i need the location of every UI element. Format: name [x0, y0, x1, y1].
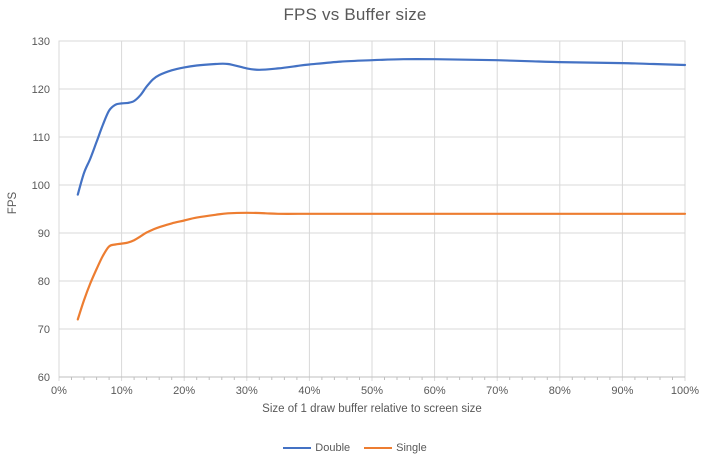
svg-text:60: 60: [38, 372, 50, 384]
svg-text:80%: 80%: [549, 385, 571, 397]
svg-text:60%: 60%: [424, 385, 446, 397]
svg-text:30%: 30%: [236, 385, 258, 397]
legend-item-double[interactable]: Double: [283, 442, 350, 454]
svg-text:20%: 20%: [173, 385, 195, 397]
svg-text:100%: 100%: [671, 385, 699, 397]
x-tick-labels: 0% 10% 20% 30% 40% 50% 60% 70% 80% 90% 100%: [51, 385, 699, 397]
legend-label-double: Double: [315, 442, 351, 454]
svg-text:110: 110: [32, 132, 50, 144]
series-line-double[interactable]: [76, 57, 687, 196]
double-series-swatch-icon: [283, 446, 312, 450]
single-series-swatch-icon: [364, 446, 393, 450]
y-axis-title: FPS: [7, 191, 19, 215]
svg-text:40%: 40%: [298, 385, 320, 397]
series-line-single[interactable]: [76, 211, 687, 321]
svg-text:70: 70: [38, 324, 50, 336]
y-tick-labels: 60 70 80 90 100 110 120 130: [32, 36, 50, 384]
svg-text:100: 100: [32, 180, 50, 192]
svg-text:70%: 70%: [486, 385, 508, 397]
chart-plot-area: 60 70 80 90 100 110 120 130 0% 10% 20% 30% 40% 50% 60%…: [32, 36, 700, 397]
svg-text:10%: 10%: [111, 385, 133, 397]
gridlines: [58, 40, 686, 381]
legend-item-single[interactable]: Single: [364, 442, 427, 454]
svg-text:50%: 50%: [361, 385, 383, 397]
svg-text:90%: 90%: [611, 385, 633, 397]
x-axis-title: Size of 1 draw buffer relative to screen…: [262, 403, 482, 415]
svg-text:90: 90: [38, 228, 50, 240]
svg-text:120: 120: [32, 84, 50, 96]
chart-title: FPS vs Buffer size: [283, 5, 427, 24]
svg-text:130: 130: [32, 36, 50, 48]
svg-text:0%: 0%: [51, 385, 67, 397]
svg-text:80: 80: [38, 276, 50, 288]
chart-legend: Double Single: [0, 442, 710, 454]
legend-label-single: Single: [396, 442, 427, 454]
